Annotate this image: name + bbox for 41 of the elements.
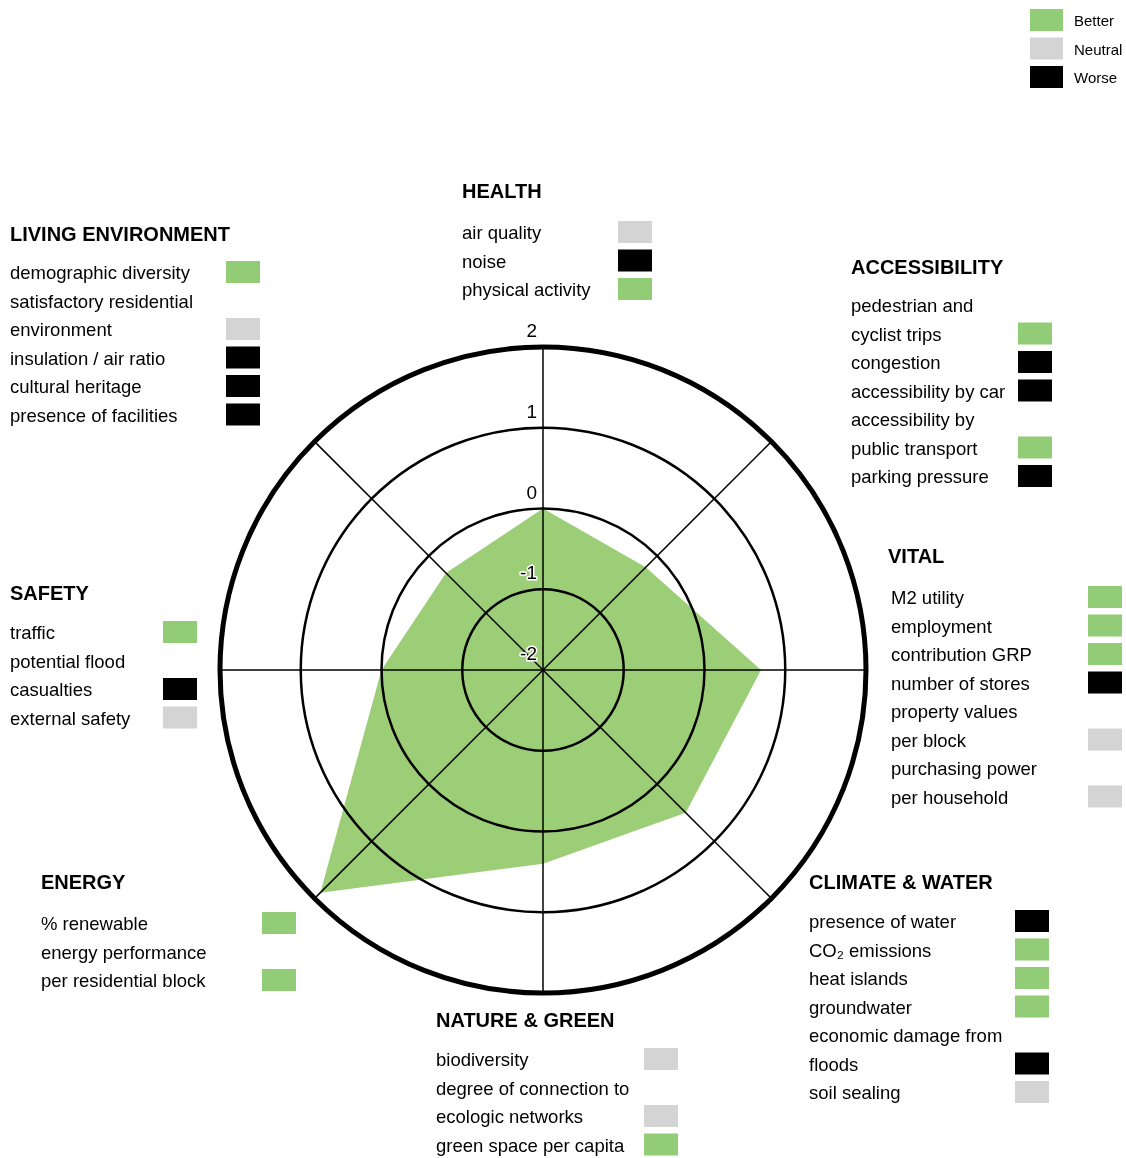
category-label: soil sealing [809, 1082, 901, 1103]
category-label: air quality [462, 222, 542, 243]
category-label: groundwater [809, 996, 912, 1018]
category-label: external safety [10, 707, 132, 729]
category-label: CO₂ emissions [809, 939, 932, 961]
category-label: number of stores [891, 672, 1030, 694]
spoke-label: ENERGY [41, 871, 127, 893]
category-label: physical activity [462, 279, 592, 300]
category-label: Neutral [1074, 40, 1123, 58]
category-label: contribution GRP [891, 644, 1032, 665]
spoke-label: SAFETY [10, 582, 90, 604]
category-label: presence of facilities [10, 404, 178, 426]
category-label: biodiversity [436, 1049, 530, 1070]
category-label: heat islands [809, 968, 908, 989]
category-label: energy performance per residential block [41, 941, 207, 991]
y-tick-label: 0 [526, 481, 537, 503]
y-tick-label: -1 [520, 562, 537, 584]
category-label: employment [891, 615, 992, 637]
category-label: green space per capita [436, 1134, 625, 1156]
category-label: Worse [1074, 69, 1118, 86]
category-label: presence of water [809, 911, 957, 932]
spoke-label: VITAL [888, 545, 945, 567]
spoke-label: NATURE & GREEN [436, 1009, 615, 1031]
category-label: noise [462, 250, 507, 272]
category-label: traffic [10, 622, 55, 643]
spoke-label: ACCESSIBILITY [851, 256, 1004, 278]
y-tick-label: 2 [526, 320, 537, 341]
category-label: demographic diversity [10, 262, 191, 283]
category-label: M2 utility [891, 587, 965, 608]
spoke-label: CLIMATE & WATER [809, 871, 994, 893]
y-tick-label: 1 [526, 400, 537, 422]
spoke-label: LIVING ENVIRONMENT [10, 223, 231, 245]
category-label: parking pressure [851, 466, 989, 487]
category-label: accessibility by car [851, 380, 1006, 402]
spoke-label: HEALTH [462, 180, 542, 202]
category-label: purchasing power per household [891, 758, 1038, 808]
category-label: % renewable [41, 913, 148, 934]
category-label: congestion [851, 352, 941, 373]
category-label: Better [1074, 12, 1115, 29]
category-label: cultural heritage [10, 376, 142, 397]
category-label: insulation / air ratio [10, 347, 166, 369]
